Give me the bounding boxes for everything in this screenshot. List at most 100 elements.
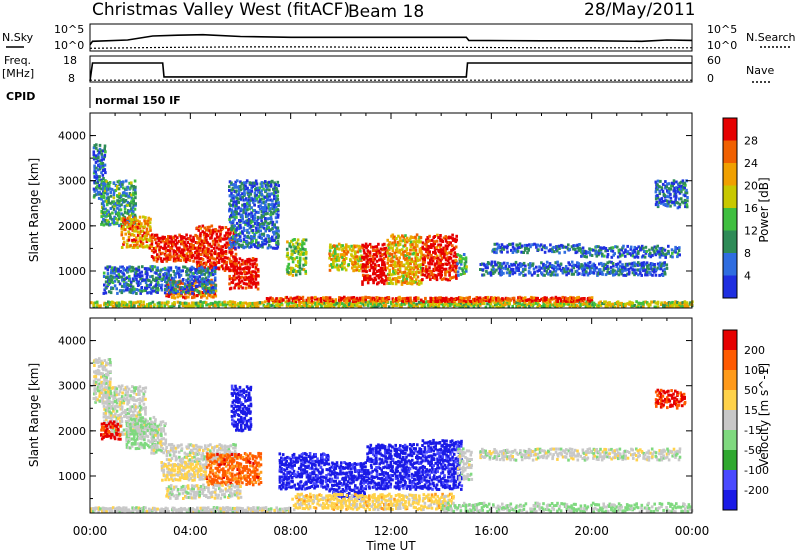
power-cell <box>246 191 249 195</box>
power-cell <box>225 237 228 241</box>
power-cell <box>595 266 598 270</box>
power-cell <box>339 301 342 305</box>
power-cell <box>394 243 398 247</box>
power-cell <box>189 238 193 242</box>
power-cell <box>229 199 233 203</box>
velocity-cell <box>94 400 97 404</box>
power-cell <box>150 239 154 243</box>
power-cell <box>96 303 99 307</box>
power-cell <box>455 260 458 264</box>
power-cell <box>624 254 627 258</box>
power-cell <box>182 290 185 294</box>
power-cell <box>290 301 294 305</box>
power-cell <box>326 298 330 302</box>
power-cell <box>642 266 645 269</box>
power-cell <box>599 261 603 265</box>
power-cell <box>211 268 214 272</box>
power-cell <box>290 266 293 270</box>
power-cell <box>409 276 412 279</box>
power-cell <box>521 244 524 248</box>
velocity-cell <box>93 370 96 374</box>
power-cell <box>676 247 680 250</box>
power-cell <box>454 245 458 249</box>
power-cell <box>475 300 479 304</box>
power-cell <box>610 269 613 273</box>
power-cell <box>448 251 451 255</box>
power-cell <box>590 264 594 268</box>
power-cell <box>168 257 172 261</box>
velocity-cell <box>94 371 97 375</box>
power-cell <box>431 276 435 279</box>
power-cell <box>275 226 278 230</box>
power-cell <box>548 265 552 269</box>
power-cell <box>231 300 235 304</box>
power-cell <box>237 261 241 265</box>
power-cell <box>394 254 398 258</box>
power-cell <box>495 242 499 246</box>
power-cell <box>202 239 206 243</box>
power-cell <box>195 260 199 264</box>
power-cell <box>434 305 438 308</box>
power-cell <box>132 185 135 188</box>
power-cell <box>173 259 177 263</box>
power-cell <box>152 256 155 260</box>
power-cell <box>157 288 160 292</box>
power-cell <box>434 303 438 307</box>
power-cell <box>618 254 622 258</box>
velocity-cell <box>101 387 105 391</box>
power-cell <box>237 282 240 286</box>
power-cell <box>120 218 124 222</box>
power-cell <box>183 236 186 239</box>
power-cell <box>287 302 291 306</box>
power-cell <box>334 298 338 302</box>
power-cell <box>673 302 676 306</box>
power-cell <box>248 203 251 207</box>
power-cell <box>237 212 241 216</box>
power-cell <box>235 228 238 232</box>
power-cell <box>176 241 179 245</box>
power-cell <box>161 251 164 255</box>
power-cell <box>681 301 684 305</box>
power-cell <box>305 301 308 305</box>
power-cell <box>568 269 572 273</box>
power-cell <box>381 268 385 272</box>
power-cell <box>382 297 386 301</box>
power-cell <box>522 273 525 277</box>
power-cell <box>103 163 107 167</box>
power-cell <box>509 298 513 302</box>
power-cell <box>173 296 177 300</box>
power-cell <box>685 188 688 192</box>
power-cell <box>667 195 671 199</box>
power-cell <box>497 301 500 305</box>
power-cell <box>133 179 137 183</box>
power-cell <box>95 188 98 192</box>
power-cell <box>246 228 249 232</box>
power-cell <box>212 295 215 299</box>
power-cell <box>464 267 468 271</box>
power-cell <box>233 185 237 189</box>
power-cell <box>268 217 271 221</box>
power-cell <box>391 241 394 245</box>
power-cell <box>391 259 395 263</box>
power-cell <box>336 253 340 257</box>
power-cell <box>238 235 242 239</box>
power-cell <box>241 258 244 262</box>
power-cell <box>230 262 233 266</box>
power-cell <box>323 296 326 300</box>
power-cell <box>595 250 598 254</box>
power-cell <box>217 305 220 309</box>
power-cell <box>190 287 193 291</box>
power-cell <box>637 304 640 308</box>
power-cell <box>495 268 498 272</box>
power-cell <box>288 300 291 304</box>
power-cell <box>556 304 559 308</box>
power-cell <box>302 238 305 242</box>
power-cell <box>266 212 269 216</box>
power-cell <box>228 282 231 286</box>
power-cell <box>256 243 260 247</box>
power-cell <box>166 302 169 306</box>
power-cell <box>163 235 166 239</box>
power-cell <box>664 180 667 184</box>
power-cell <box>518 301 522 305</box>
power-cell <box>107 184 111 188</box>
